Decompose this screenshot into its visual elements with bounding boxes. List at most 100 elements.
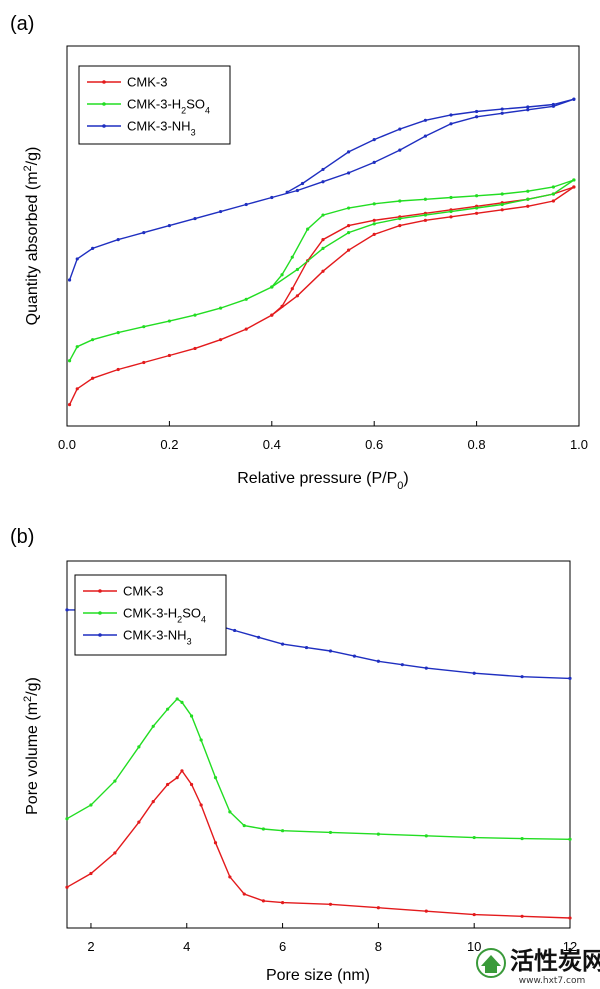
series-point — [280, 273, 284, 277]
x-tick-label: 10 — [467, 939, 481, 954]
series-point — [475, 211, 479, 215]
series-point — [500, 192, 504, 196]
series-point — [75, 257, 79, 261]
series-point — [228, 875, 232, 879]
legend-marker — [102, 124, 106, 128]
pore-size-plot: 2 4 6 8 10 12 Pore size (nm) Pore volume (m2/… — [22, 560, 577, 984]
legend-marker — [102, 102, 106, 106]
series-point — [167, 319, 171, 323]
series-point — [475, 194, 479, 198]
series-point — [116, 238, 120, 242]
series-point — [352, 654, 357, 658]
x-tick-label: 1.0 — [570, 437, 588, 452]
series-point — [472, 912, 476, 917]
legend-label: CMK-3-H2SO4 — [127, 97, 210, 116]
series-point — [526, 108, 530, 112]
x-tick-label: 0.0 — [58, 437, 76, 452]
series-point — [213, 841, 218, 845]
series-point — [280, 642, 285, 646]
series-line — [68, 179, 575, 362]
plot-b-x-axis-title: Pore size (nm) — [266, 967, 370, 984]
series-point — [166, 707, 170, 711]
series-point — [372, 218, 376, 222]
series-point — [400, 663, 404, 667]
legend-marker — [98, 633, 102, 637]
series-point — [347, 150, 351, 154]
series-point — [285, 190, 289, 194]
series-point — [526, 204, 530, 208]
series-point — [295, 294, 299, 298]
series-point — [372, 222, 376, 226]
series-point — [424, 666, 428, 670]
series-point — [67, 359, 72, 363]
plot-a-x-ticks: 0.0 0.2 0.4 0.6 0.8 1.0 — [58, 421, 588, 452]
series-point — [199, 803, 203, 807]
series-point — [424, 909, 428, 913]
plot-b-x-ticks: 2 4 6 8 10 12 — [87, 923, 577, 954]
legend-marker — [98, 589, 102, 593]
isotherm-plot: 0.0 0.2 0.4 0.6 0.8 1.0 Relative pressure (P/… — [22, 45, 588, 492]
series-point — [321, 269, 325, 273]
series-point — [67, 278, 72, 282]
series-point — [113, 779, 117, 783]
series-point — [290, 255, 294, 259]
series-point — [91, 338, 95, 342]
series-point — [244, 297, 248, 301]
legend-label: CMK-3 — [127, 75, 167, 90]
plot-a-x-axis-title: Relative pressure (P/P0) — [237, 470, 409, 492]
series-point — [280, 829, 285, 833]
series-point — [376, 906, 380, 910]
series-point — [219, 338, 223, 342]
series-point — [347, 171, 351, 175]
series-point — [295, 188, 299, 193]
series-point — [242, 823, 246, 828]
series-point — [89, 871, 93, 876]
series-point — [228, 810, 232, 814]
series-point — [193, 313, 197, 317]
series-point — [520, 914, 524, 918]
panel-b-letter: (b) — [10, 526, 34, 548]
x-tick-label: 0.6 — [365, 437, 383, 452]
series-point — [257, 635, 261, 639]
series-point — [180, 769, 184, 773]
series-point — [193, 346, 197, 351]
series-point — [113, 851, 117, 855]
series-point — [290, 287, 294, 291]
series-point — [347, 231, 351, 235]
series-point — [475, 206, 479, 210]
series-point — [500, 202, 504, 207]
series-point — [526, 105, 530, 109]
x-tick-label: 6 — [279, 939, 286, 954]
series-point — [328, 902, 333, 906]
series-point — [551, 192, 556, 196]
series-point — [449, 113, 453, 117]
series-point — [423, 218, 427, 222]
series-point — [472, 671, 476, 675]
series-point — [321, 167, 325, 172]
series-line — [286, 98, 575, 193]
series-point — [270, 313, 274, 317]
legend-label: CMK-3-NH3 — [127, 119, 196, 138]
plot-a-y-axis-title: Quantity absorbed (m2/g) — [22, 147, 41, 326]
leaf-house-icon — [476, 948, 506, 978]
series-line — [271, 179, 575, 288]
series-point — [321, 246, 325, 251]
legend-label: CMK-3-H2SO4 — [123, 606, 206, 625]
series-point — [321, 213, 325, 217]
series-point — [242, 892, 246, 896]
series-point — [568, 676, 572, 680]
x-tick-label: 12 — [563, 939, 577, 954]
plot-a-frame — [66, 45, 580, 427]
series-point — [167, 223, 171, 228]
series-point — [500, 208, 504, 212]
series-point — [116, 331, 120, 335]
x-tick-label: 0.8 — [468, 437, 486, 452]
series-point — [270, 285, 274, 289]
series-point — [142, 231, 146, 235]
series-point — [167, 353, 171, 358]
series-point — [91, 246, 95, 251]
series-point — [372, 160, 376, 165]
legend-marker — [98, 611, 102, 615]
series-point — [568, 837, 572, 841]
